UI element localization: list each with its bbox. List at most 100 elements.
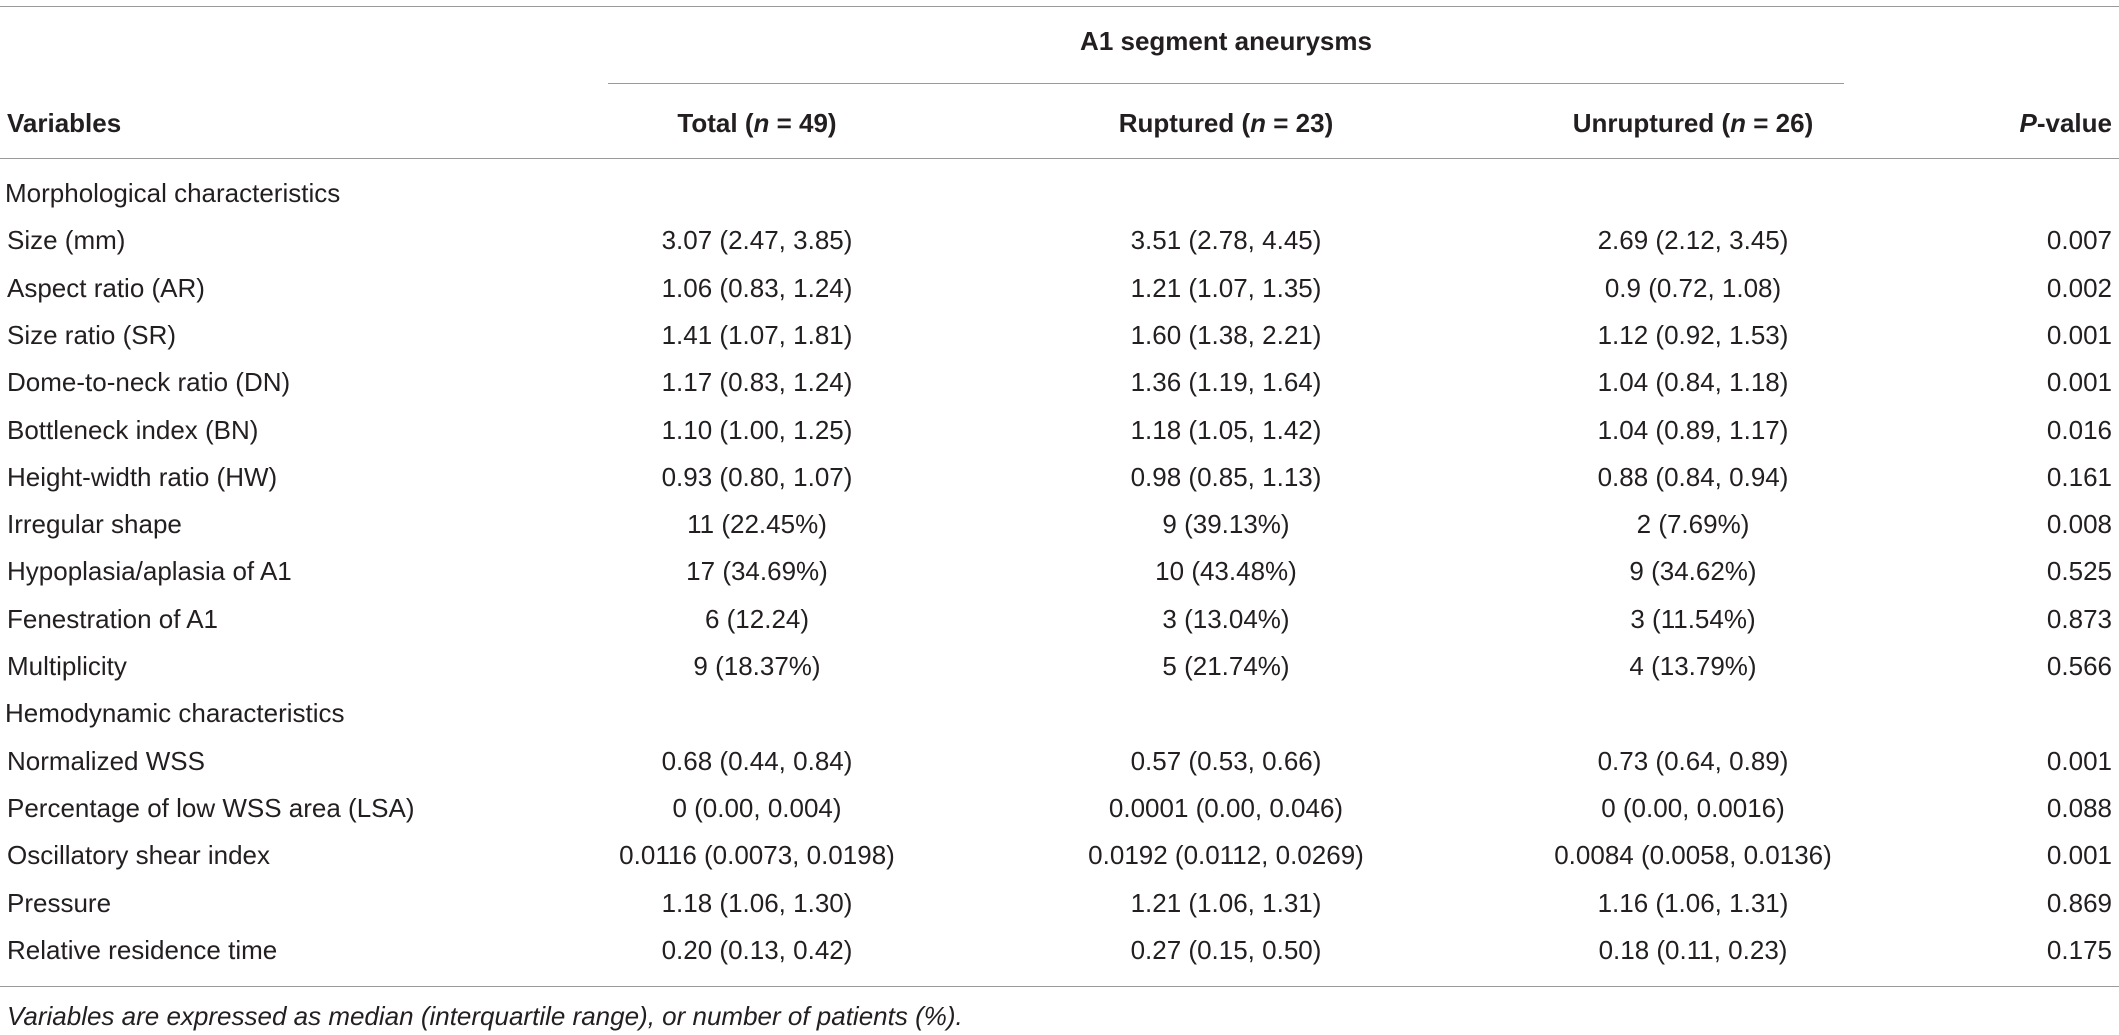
row-label: Fenestration of A1 [7, 603, 219, 634]
header-text: = 26) [1746, 108, 1814, 138]
cell: 6 (12.24) [704, 603, 810, 634]
row-label: Pressure [7, 887, 112, 918]
row-label: Height-width ratio (HW) [7, 461, 278, 492]
cell: 1.04 (0.89, 1.17) [1597, 414, 1789, 445]
cell: 0.002 [2046, 272, 2112, 303]
footnote: Variables are expressed as median (inter… [7, 1001, 963, 1031]
row-label: Dome-to-neck ratio (DN) [7, 367, 291, 398]
header-text: Total ( [677, 108, 754, 138]
header-text: Ruptured ( [1118, 108, 1251, 138]
cell: 1.17 (0.83, 1.24) [661, 367, 853, 398]
cell: 0.525 [2046, 556, 2112, 587]
cell: 0.007 [2046, 225, 2112, 256]
cell: 9 (39.13%) [1162, 509, 1290, 540]
cell: 1.18 (1.05, 1.42) [1130, 414, 1322, 445]
cell: 0.20 (0.13, 0.42) [661, 934, 853, 965]
cell: 4 (13.79%) [1629, 651, 1757, 681]
row-label: Percentage of low WSS area (LSA) [7, 792, 415, 823]
cell: 0.93 (0.80, 1.07) [661, 461, 853, 492]
group-rule [608, 83, 1844, 84]
cell: 0.68 (0.44, 0.84) [661, 745, 853, 776]
cell: 0.0192 (0.0112, 0.0269) [1088, 840, 1364, 871]
cell: 1.18 (1.06, 1.30) [661, 887, 853, 918]
header-text: -value [2036, 108, 2112, 138]
cell: 9 (34.62%) [1629, 556, 1757, 587]
cell: 0.27 (0.15, 0.50) [1130, 934, 1322, 965]
cell: 0.008 [2046, 509, 2112, 540]
cell: 0.001 [2046, 367, 2112, 398]
cell: 0.873 [2046, 603, 2112, 634]
cell: 0.001 [2046, 840, 2112, 871]
cell: 3.51 (2.78, 4.45) [1130, 225, 1322, 256]
cell: 0.869 [2046, 887, 2112, 918]
cell: 0.0116 (0.0073, 0.0198) [619, 840, 895, 871]
row-label: Normalized WSS [7, 745, 205, 776]
cell: 1.41 (1.07, 1.81) [661, 319, 853, 350]
cell: 2.69 (2.12, 3.45) [1597, 225, 1789, 256]
section-title: Morphological characteristics [5, 178, 341, 208]
cell: 3 (11.54%) [1630, 603, 1756, 634]
cell: 17 (34.69%) [686, 556, 828, 587]
cell: 2 (7.69%) [1636, 509, 1750, 540]
column-header: P-value [2020, 110, 2113, 136]
cell: 0.73 (0.64, 0.89) [1597, 745, 1789, 776]
cell: 0 (0.00, 0.004) [672, 792, 842, 823]
row-label: Relative residence time [7, 934, 278, 965]
cell: 0.0001 (0.00, 0.046) [1108, 792, 1344, 823]
cell: 0.88 (0.84, 0.94) [1597, 461, 1789, 492]
cell: 1.21 (1.06, 1.31) [1130, 887, 1322, 918]
cell: 0.98 (0.85, 1.13) [1130, 461, 1322, 492]
cell: 0.001 [2046, 319, 2112, 350]
row-label: Irregular shape [7, 509, 182, 540]
cell: 0.566 [2046, 651, 2112, 681]
row-label: Size (mm) [7, 225, 126, 256]
column-header: Ruptured (n = 23) [1119, 110, 1334, 136]
row-label: Multiplicity [7, 651, 127, 681]
row-label: Size ratio (SR) [7, 319, 177, 350]
column-header: Unruptured (n = 26) [1573, 110, 1814, 136]
cell: 0.175 [2046, 934, 2112, 965]
cell: 0.001 [2046, 745, 2112, 776]
cell: 3 (13.04%) [1162, 603, 1290, 634]
cell: 0.016 [2046, 414, 2112, 445]
cell: 3.07 (2.47, 3.85) [661, 225, 853, 256]
cell: 1.06 (0.83, 1.24) [661, 272, 853, 303]
header-text: n [1250, 108, 1267, 138]
column-header: Variables [7, 110, 121, 136]
cell: 0.57 (0.53, 0.66) [1130, 745, 1322, 776]
header-rule [0, 158, 2119, 159]
header-text: P [2019, 108, 2037, 138]
section-title: Hemodynamic characteristics [5, 698, 345, 729]
cell: 0 (0.00, 0.0016) [1601, 792, 1785, 823]
cell: 5 (21.74%) [1162, 651, 1290, 681]
cell: 1.10 (1.00, 1.25) [661, 414, 853, 445]
cell: 1.60 (1.38, 2.21) [1130, 319, 1322, 350]
header-text: Variables [7, 108, 122, 138]
row-label: Oscillatory shear index [7, 840, 270, 871]
row-label: Aspect ratio (AR) [7, 272, 205, 303]
cell: 0.088 [2046, 792, 2112, 823]
top-rule [0, 6, 2119, 7]
row-label: Hypoplasia/aplasia of A1 [7, 556, 292, 587]
cell: 0.161 [2046, 461, 2112, 492]
cell: 1.21 (1.07, 1.35) [1130, 272, 1322, 303]
group-header: A1 segment aneurysms [1080, 26, 1372, 56]
header-text: = 49) [769, 108, 837, 138]
header-text: Unruptured ( [1572, 108, 1731, 138]
cell: 0.18 (0.11, 0.23) [1598, 934, 1788, 965]
cell: 11 (22.45%) [687, 509, 827, 540]
cell: 0.9 (0.72, 1.08) [1604, 272, 1782, 303]
cell: 1.36 (1.19, 1.64) [1130, 367, 1322, 398]
cell: 10 (43.48%) [1155, 556, 1297, 587]
cell: 1.16 (1.06, 1.31) [1597, 887, 1789, 918]
cell: 0.0084 (0.0058, 0.0136) [1554, 840, 1832, 871]
column-header: Total (n = 49) [677, 110, 836, 136]
header-text: n [753, 108, 770, 138]
row-label: Bottleneck index (BN) [7, 414, 259, 445]
header-text: = 23) [1266, 108, 1334, 138]
bottom-rule [0, 986, 2119, 987]
cell: 9 (18.37%) [693, 651, 821, 681]
cell: 1.04 (0.84, 1.18) [1597, 367, 1789, 398]
header-text: n [1730, 108, 1747, 138]
